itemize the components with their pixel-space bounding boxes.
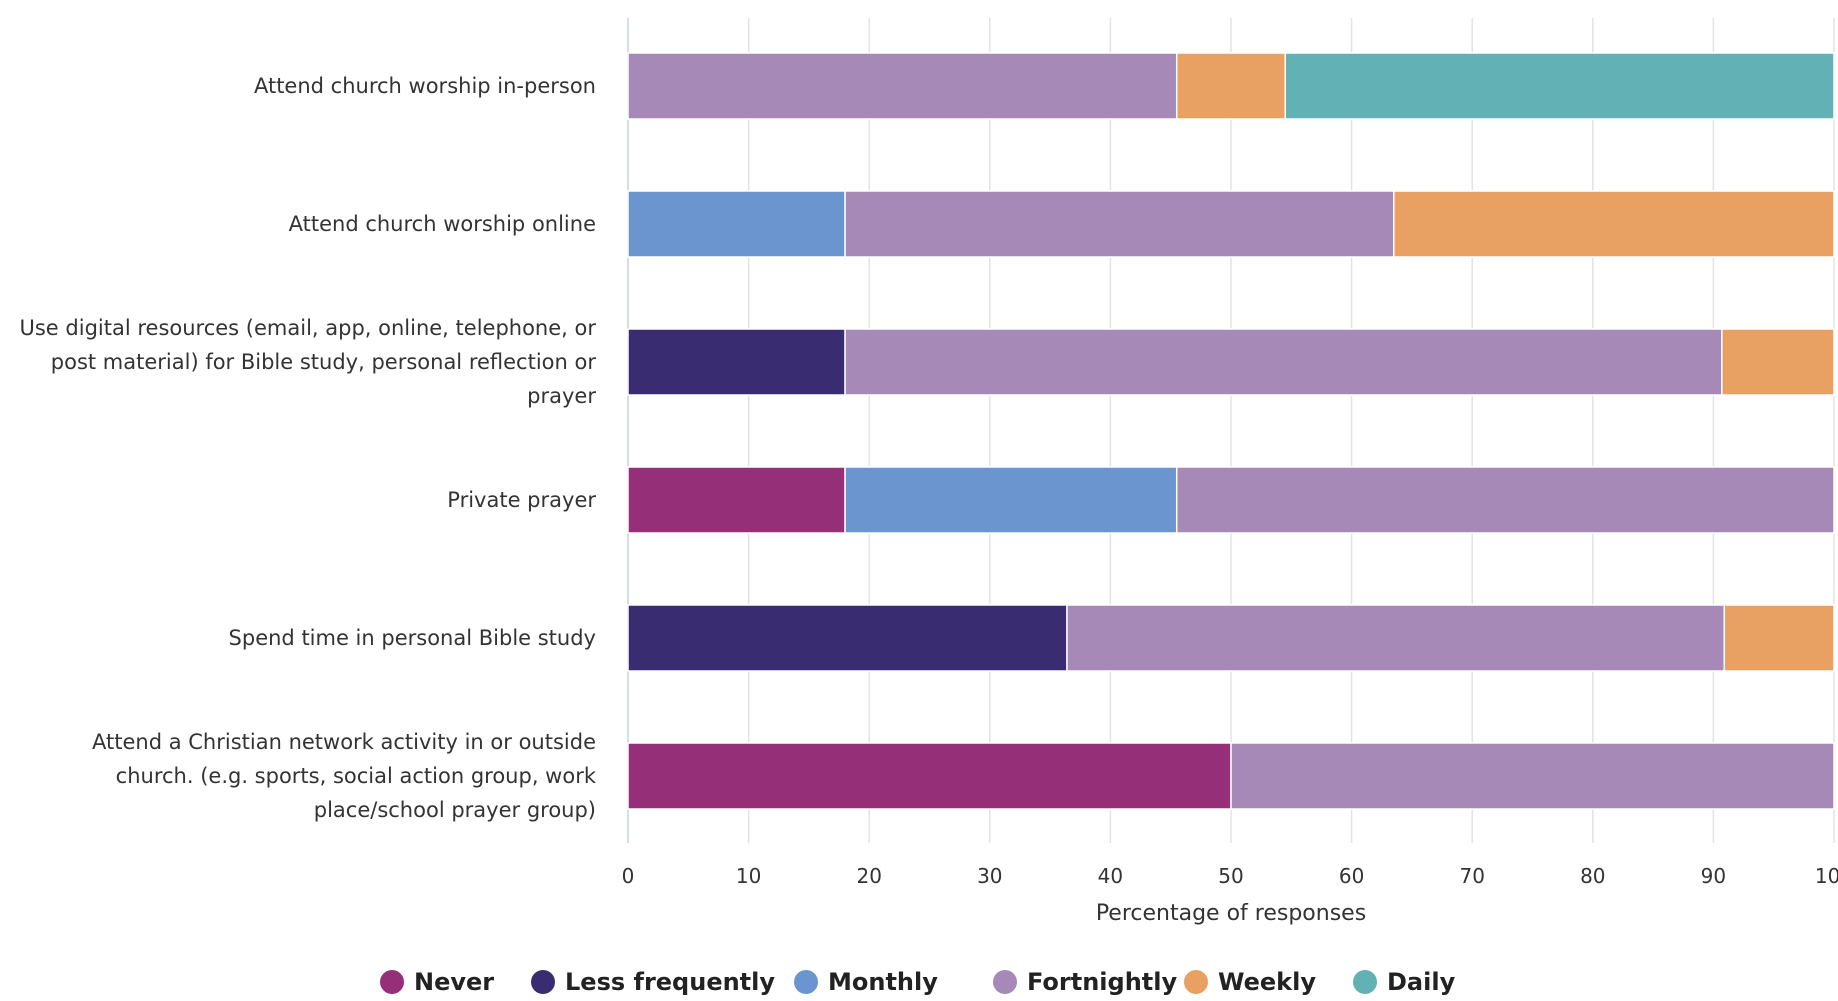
bar-segment[interactable] bbox=[1284, 52, 1835, 120]
legend-marker bbox=[1184, 970, 1208, 994]
legend-marker bbox=[993, 970, 1017, 994]
bar-segment[interactable] bbox=[1393, 190, 1835, 258]
category-label: Attend a Christian network activity in o… bbox=[92, 730, 596, 754]
x-tick-label: 80 bbox=[1580, 864, 1605, 888]
bar-segment[interactable] bbox=[627, 52, 1178, 120]
bar-segment[interactable] bbox=[844, 190, 1395, 258]
category-label: prayer bbox=[527, 384, 596, 408]
bar-segment[interactable] bbox=[627, 328, 846, 396]
bar-segment[interactable] bbox=[627, 604, 1068, 672]
category-labels: Attend church worship in-person Attend ch… bbox=[20, 74, 597, 822]
legend-label: Fortnightly bbox=[1027, 968, 1177, 996]
x-tick-label: 0 bbox=[622, 864, 635, 888]
legend-label: Less frequently bbox=[565, 968, 775, 996]
bar-segment[interactable] bbox=[1066, 604, 1726, 672]
category-label: church. (e.g. sports, social action grou… bbox=[116, 764, 597, 788]
bars bbox=[627, 52, 1835, 810]
legend-item[interactable]: Never bbox=[380, 968, 494, 996]
bar-segment[interactable] bbox=[844, 328, 1723, 396]
x-tick-label: 30 bbox=[977, 864, 1002, 888]
legend-marker bbox=[531, 970, 555, 994]
category-label: Spend time in personal Bible study bbox=[229, 626, 596, 650]
category-label: place/school prayer group) bbox=[314, 798, 596, 822]
legend-label: Daily bbox=[1387, 968, 1456, 996]
category-label: Private prayer bbox=[447, 488, 596, 512]
bar-segment[interactable] bbox=[1230, 742, 1835, 810]
category-label: post material) for Bible study, personal… bbox=[51, 350, 597, 374]
legend-item[interactable]: Weekly bbox=[1184, 968, 1316, 996]
x-tick-label: 20 bbox=[856, 864, 881, 888]
bar-segment[interactable] bbox=[844, 466, 1178, 534]
bar-segment[interactable] bbox=[1175, 466, 1835, 534]
x-tick-label: 100 bbox=[1815, 864, 1838, 888]
legend-item[interactable]: Less frequently bbox=[531, 968, 775, 996]
legend-marker bbox=[1353, 970, 1377, 994]
bar-segment[interactable] bbox=[1721, 328, 1835, 396]
legend-label: Never bbox=[414, 968, 494, 996]
legend-item[interactable]: Daily bbox=[1353, 968, 1456, 996]
category-label: Attend church worship in-person bbox=[254, 74, 596, 98]
bar-segment[interactable] bbox=[627, 742, 1232, 810]
legend-marker bbox=[380, 970, 404, 994]
legend-item[interactable]: Monthly bbox=[794, 968, 938, 996]
bar-segment[interactable] bbox=[627, 466, 846, 534]
x-tick-label: 40 bbox=[1098, 864, 1123, 888]
bar-segment[interactable] bbox=[627, 190, 846, 258]
bar-segment[interactable] bbox=[1175, 52, 1287, 120]
x-axis-title: Percentage of responses bbox=[1096, 901, 1366, 926]
grid-lines bbox=[627, 18, 1835, 843]
bar-segment[interactable] bbox=[1723, 604, 1835, 672]
x-tick-label: 90 bbox=[1701, 864, 1726, 888]
x-tick-label: 50 bbox=[1218, 864, 1243, 888]
legend-marker bbox=[794, 970, 818, 994]
x-tick-label: 10 bbox=[736, 864, 761, 888]
legend-label: Monthly bbox=[828, 968, 938, 996]
legend: Never Less frequently Monthly Fortnightly We… bbox=[380, 968, 1456, 996]
category-label: Use digital resources (email, app, onlin… bbox=[20, 316, 597, 340]
legend-item[interactable]: Fortnightly bbox=[993, 968, 1177, 996]
x-tick-label: 60 bbox=[1339, 864, 1364, 888]
category-label: Attend church worship online bbox=[289, 212, 596, 236]
x-tick-label: 70 bbox=[1459, 864, 1484, 888]
x-axis-ticks: 0 10 20 30 40 50 60 70 80 90 100 bbox=[622, 864, 1838, 888]
legend-label: Weekly bbox=[1218, 968, 1316, 996]
